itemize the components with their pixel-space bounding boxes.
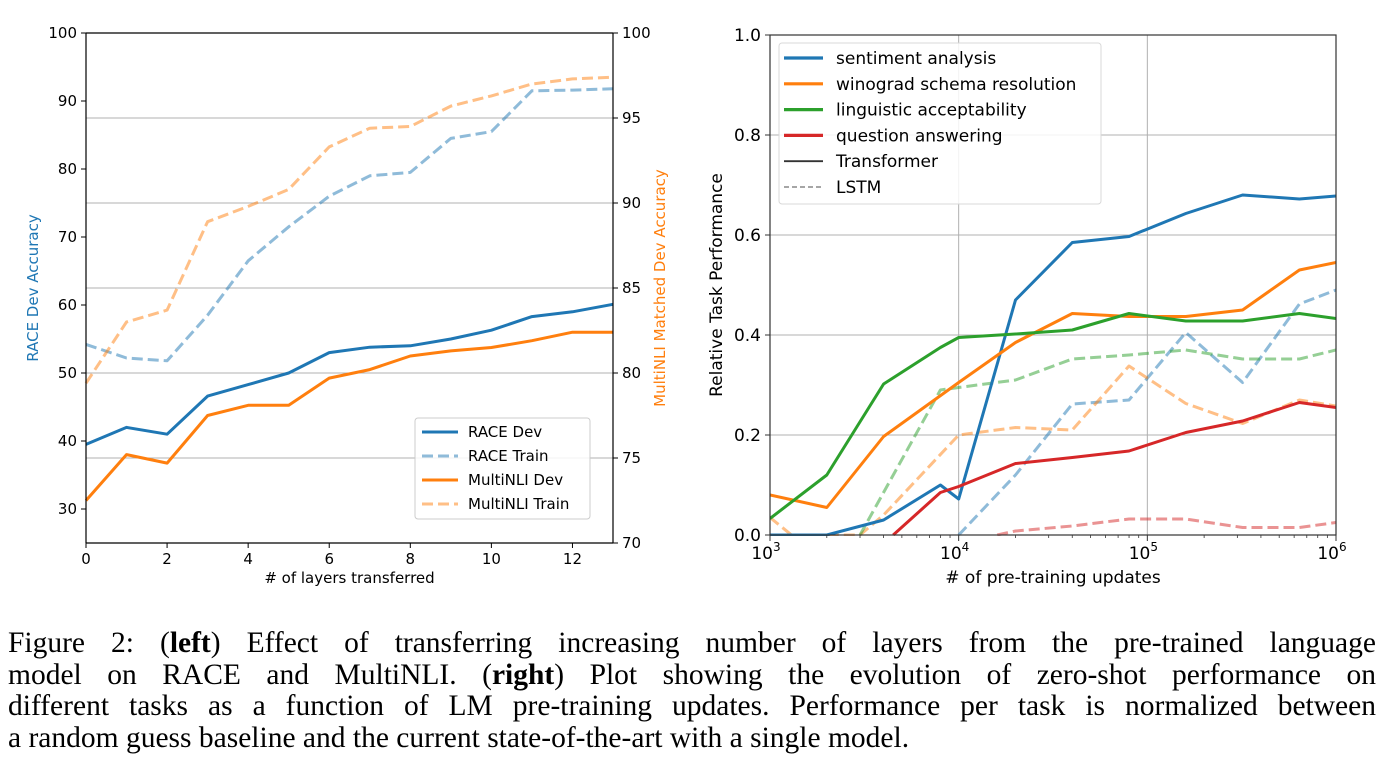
y-tick-label: 1.0 [734, 26, 761, 46]
caption-line: different tasks as a function of LM pre-… [8, 690, 1376, 723]
tick-exponent: 3 [773, 540, 781, 554]
series-line-winograd-schema-resolution-lstm [770, 364, 1336, 536]
series-line-sentiment-analysis-transformer [770, 193, 1336, 536]
legend-label-transformer: Transformer [835, 152, 938, 172]
y-tick-label: 0.8 [734, 126, 761, 146]
caption-bold-text: right [491, 658, 555, 691]
y-tick-label: 100 [48, 24, 77, 42]
x-tick-label: 4 [243, 550, 253, 568]
y-tick-label: 50 [58, 364, 77, 382]
caption-text: a random guess baseline and the current … [8, 721, 910, 754]
y-tick-label: 90 [58, 92, 77, 110]
legend-label-lstm: LSTM [836, 178, 881, 198]
tick-exponent: 5 [1150, 540, 1158, 554]
series-line-linguistic-acceptability-transformer [770, 312, 1336, 520]
tick-exponent: 6 [1339, 540, 1347, 554]
x-tick-label: 6 [324, 550, 334, 568]
series-line-question-answering-transformer [892, 401, 1336, 536]
legend-label-multinli-train: MultiNLI Train [468, 495, 569, 513]
y-tick-label: 30 [58, 500, 77, 518]
y-right-tick-label: 100 [622, 24, 651, 42]
x-tick-label: 8 [406, 550, 416, 568]
y-tick-label: 0.6 [734, 226, 761, 246]
x-axis-label: # of layers transferred [264, 569, 434, 587]
caption-bold-text: left [169, 627, 211, 659]
legend-label-race-dev: RACE Dev [468, 423, 542, 441]
y-right-axis-label: MultiNLI Matched Dev Accuracy [651, 169, 669, 407]
caption-line: a random guess baseline and the current … [8, 721, 1376, 755]
x-tick-label: 0 [81, 550, 91, 568]
y-axis-label: Relative Task Performance [707, 173, 727, 397]
left-chart: 0 2 4 6 8 10 12 30 40 50 60 70 80 90 100 70 75 80 85 90 95 10… [24, 24, 669, 587]
y-tick-label: 0.2 [734, 426, 761, 446]
x-tick-label: 104 [940, 540, 969, 564]
caption-text: Figure 2: ( [8, 627, 170, 659]
y-tick-label: 0.4 [734, 326, 761, 346]
x-tick-label: 2 [162, 550, 172, 568]
series-group [770, 193, 1336, 536]
x-tick-label: 103 [751, 540, 780, 564]
caption-text: ) Effect of transferring increasing numb… [210, 627, 1376, 659]
y-right-tick-label: 80 [622, 364, 641, 382]
tick-exponent: 4 [962, 540, 970, 554]
x-tick-label: 12 [563, 550, 582, 568]
legend-label-race-train: RACE Train [468, 447, 549, 465]
x-axis-label: # of pre-training updates [945, 568, 1161, 588]
series-line-multinli-dev [84, 330, 613, 502]
y-tick-label: 80 [58, 160, 77, 178]
caption-text: ) Plot showing the evolution of zero-sho… [554, 658, 1377, 691]
x-tick-label: 105 [1129, 540, 1158, 564]
tick-base: 10 [940, 544, 962, 564]
figure: 0 2 4 6 8 10 12 30 40 50 60 70 80 90 100 70 75 80 85 90 95 10… [24, 24, 1347, 588]
legend-label-sentiment-analysis: sentiment analysis [836, 49, 996, 69]
tick-base: 10 [751, 544, 773, 564]
y-tick-label: 40 [58, 432, 77, 450]
series-line-multinli-train [84, 75, 614, 385]
y-axis-label: RACE Dev Accuracy [24, 214, 42, 362]
y-right-tick-label: 95 [622, 109, 641, 127]
y-tick-label: 60 [58, 296, 77, 314]
y-right-tick-label: 70 [622, 534, 641, 552]
legend-label-winograd-schema-resolution: winograd schema resolution [836, 75, 1076, 95]
legend-box [414, 417, 591, 520]
y-right-tick-label: 75 [622, 449, 641, 467]
y-right-tick-label: 90 [622, 194, 641, 212]
tick-base: 10 [1129, 544, 1151, 564]
caption-line: Figure 2: (left) Effect of transferring … [8, 627, 1376, 660]
y-tick-label: 70 [58, 228, 77, 246]
legend: RACE Dev RACE Train MultiNLI Dev MultiNLI T… [414, 417, 591, 520]
figure-caption: Figure 2: (left) Effect of transferring … [8, 627, 1377, 755]
caption-text: different tasks as a function of LM pre-… [8, 690, 1376, 722]
legend-box [778, 42, 1102, 205]
series-line-linguistic-acceptability-lstm [858, 348, 1336, 536]
x-tick-label: 106 [1317, 540, 1346, 564]
legend-label-question-answering: question answering [836, 126, 1003, 146]
series-line-winograd-schema-resolution-transformer [770, 261, 1336, 509]
legend-label-linguistic-acceptability: linguistic acceptability [836, 101, 1027, 121]
y-right-tick-label: 85 [622, 279, 641, 297]
caption-text: model on RACE and MultiNLI. ( [8, 658, 492, 691]
series-line-race-dev [85, 302, 614, 446]
series-line-race-train [85, 87, 614, 363]
series-line-question-answering-lstm [996, 517, 1336, 536]
plot-frame [769, 34, 1337, 536]
legend-label-multinli-dev: MultiNLI Dev [468, 471, 563, 489]
x-tick-label: 10 [482, 550, 501, 568]
y-tick-label: 0.0 [734, 526, 761, 546]
legend: sentiment analysis winograd schema resolu… [778, 42, 1102, 205]
tick-base: 10 [1317, 544, 1339, 564]
caption-line: model on RACE and MultiNLI. (right) Plot… [8, 658, 1377, 692]
